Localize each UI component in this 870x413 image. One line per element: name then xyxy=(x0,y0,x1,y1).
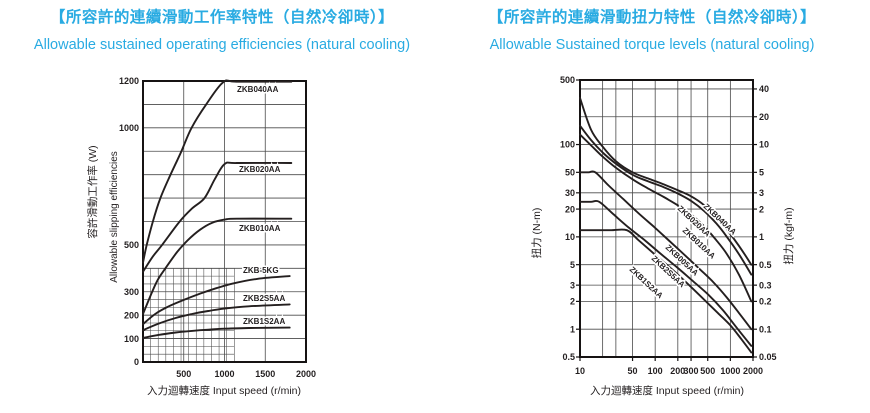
right-chart-titles: 【所容許的連續滑動扭力特性（自然冷卻時）】 Allowable Sustaine… xyxy=(440,8,864,54)
y-tick-label: 1000 xyxy=(119,123,139,133)
x-tick-label: 200 xyxy=(670,366,685,376)
y-tick-label: 100 xyxy=(560,140,575,150)
y-axis-title-zh: 扭力 (N-m) xyxy=(530,208,543,259)
y-axis-title-en: Allowable slipping efficiencies xyxy=(109,151,120,283)
right-chart-title-en: Allowable Sustained torque levels (natur… xyxy=(489,37,815,53)
y2-tick-label: 2 xyxy=(759,204,764,214)
y2-tick-label: 40 xyxy=(759,84,769,94)
y-tick-label: 200 xyxy=(124,310,139,320)
y-tick-label: 300 xyxy=(124,287,139,297)
y-tick-label: 50 xyxy=(565,168,575,178)
x-tick-label: 500 xyxy=(176,369,191,379)
allowable-operating-efficiency-chart: 500 1000 1500 2000 0 100 200 300 500 1000 1200 ZKB0… xyxy=(86,76,316,397)
curve-label-ZKB1S2AA: ZKB1S2AA xyxy=(243,317,285,326)
curve-ZKB2S5AA xyxy=(142,303,291,332)
y-tick-label: 500 xyxy=(560,75,575,85)
y2-tick-label: 0.3 xyxy=(759,280,772,290)
y-tick-label: 1200 xyxy=(119,76,139,86)
y2-tick-label: 5 xyxy=(759,168,764,178)
y2-tick-label: 1 xyxy=(759,232,764,242)
x-tick-label: 500 xyxy=(700,366,715,376)
y-tick-label: 3 xyxy=(570,280,575,290)
curve-ZKB020AA xyxy=(142,161,293,273)
x-tick-label: 1000 xyxy=(214,369,234,379)
left-chart-titles: 【所容許的連續滑動工作率特性（自然冷卻時）】 Allowable sustain… xyxy=(6,8,438,54)
x-tick-label: 1000 xyxy=(720,366,740,376)
x-axis-title: 入力迴轉速度 Input speed (r/min) xyxy=(147,384,301,397)
y2-tick-label: 0.2 xyxy=(759,297,772,307)
curve-ZKB1S2AA xyxy=(579,228,753,354)
y-tick-label: 20 xyxy=(565,204,575,214)
crosshatch-region xyxy=(143,268,235,362)
curve-ZKB040AA xyxy=(579,96,753,266)
y2-tick-label: 0.5 xyxy=(759,260,772,270)
curve-ZKB2S5AA xyxy=(579,199,753,347)
curve-label-ZKB040AA: ZKB040AA xyxy=(237,85,279,94)
curve-ZKB020AA xyxy=(579,124,753,276)
y2-tick-label: 0.05 xyxy=(759,352,777,362)
y2-tick-label: 0.1 xyxy=(759,324,772,334)
gridlines xyxy=(580,80,753,357)
y-axis-title-zh: 容許滑動工作率 (W) xyxy=(86,145,99,238)
y-tick-label: 30 xyxy=(565,188,575,198)
y2-tick-label: 10 xyxy=(759,140,769,150)
y2-tick-label: 20 xyxy=(759,112,769,122)
y-tick-label: 2 xyxy=(570,297,575,307)
curve-label-ZKB-5KG: ZKB-5KG xyxy=(243,266,279,275)
y2-axis-title: 扭力 (kgf-m) xyxy=(782,207,795,264)
y-tick-label: 0 xyxy=(134,357,139,367)
curve-ZKB010AA xyxy=(579,133,753,303)
curve-label-ZKB020AA: ZKB020AA xyxy=(239,165,281,174)
x-tick-label: 2000 xyxy=(743,366,763,376)
right-chart-title-zh: 【所容許的連續滑動扭力特性（自然冷卻時）】 xyxy=(487,9,817,26)
x-tick-label: 50 xyxy=(628,366,638,376)
x-tick-label: 1500 xyxy=(255,369,275,379)
y-tick-label: 500 xyxy=(124,240,139,250)
y-tick-label: 1 xyxy=(570,324,575,334)
curve-label-ZKB010AA: ZKB010AA xyxy=(239,224,281,233)
curve-ZKB005AA xyxy=(579,170,753,331)
x-tick-label: 10 xyxy=(575,366,585,376)
curve-label-ZKB2S5AA: ZKB2S5AA xyxy=(243,294,285,303)
curve-label-ZKB1S2AA: ZKB1S2AA xyxy=(628,265,665,301)
left-chart-title-zh: 【所容許的連續滑動工作率特性（自然冷卻時）】 xyxy=(49,9,395,26)
curve-ZKB1S2AA xyxy=(142,326,291,339)
plot-border xyxy=(579,79,754,358)
x-tick-label: 300 xyxy=(684,366,699,376)
y2-tick-label: 3 xyxy=(759,188,764,198)
y-tick-label: 10 xyxy=(565,232,575,242)
y-tick-label: 100 xyxy=(124,334,139,344)
curve-ZKB010AA xyxy=(142,217,293,315)
x-axis-title: 入力迴轉速度 Input speed (r/min) xyxy=(590,384,744,397)
x-tick-label: 100 xyxy=(648,366,663,376)
curve-ZKB040AA xyxy=(142,79,293,264)
left-chart-title-en: Allowable sustained operating efficienci… xyxy=(33,37,411,53)
y-tick-label: 5 xyxy=(570,260,575,270)
x-tick-label: 2000 xyxy=(296,369,316,379)
curve-ZKB-5KG xyxy=(142,275,291,326)
y-tick-label: 0.5 xyxy=(562,352,575,362)
